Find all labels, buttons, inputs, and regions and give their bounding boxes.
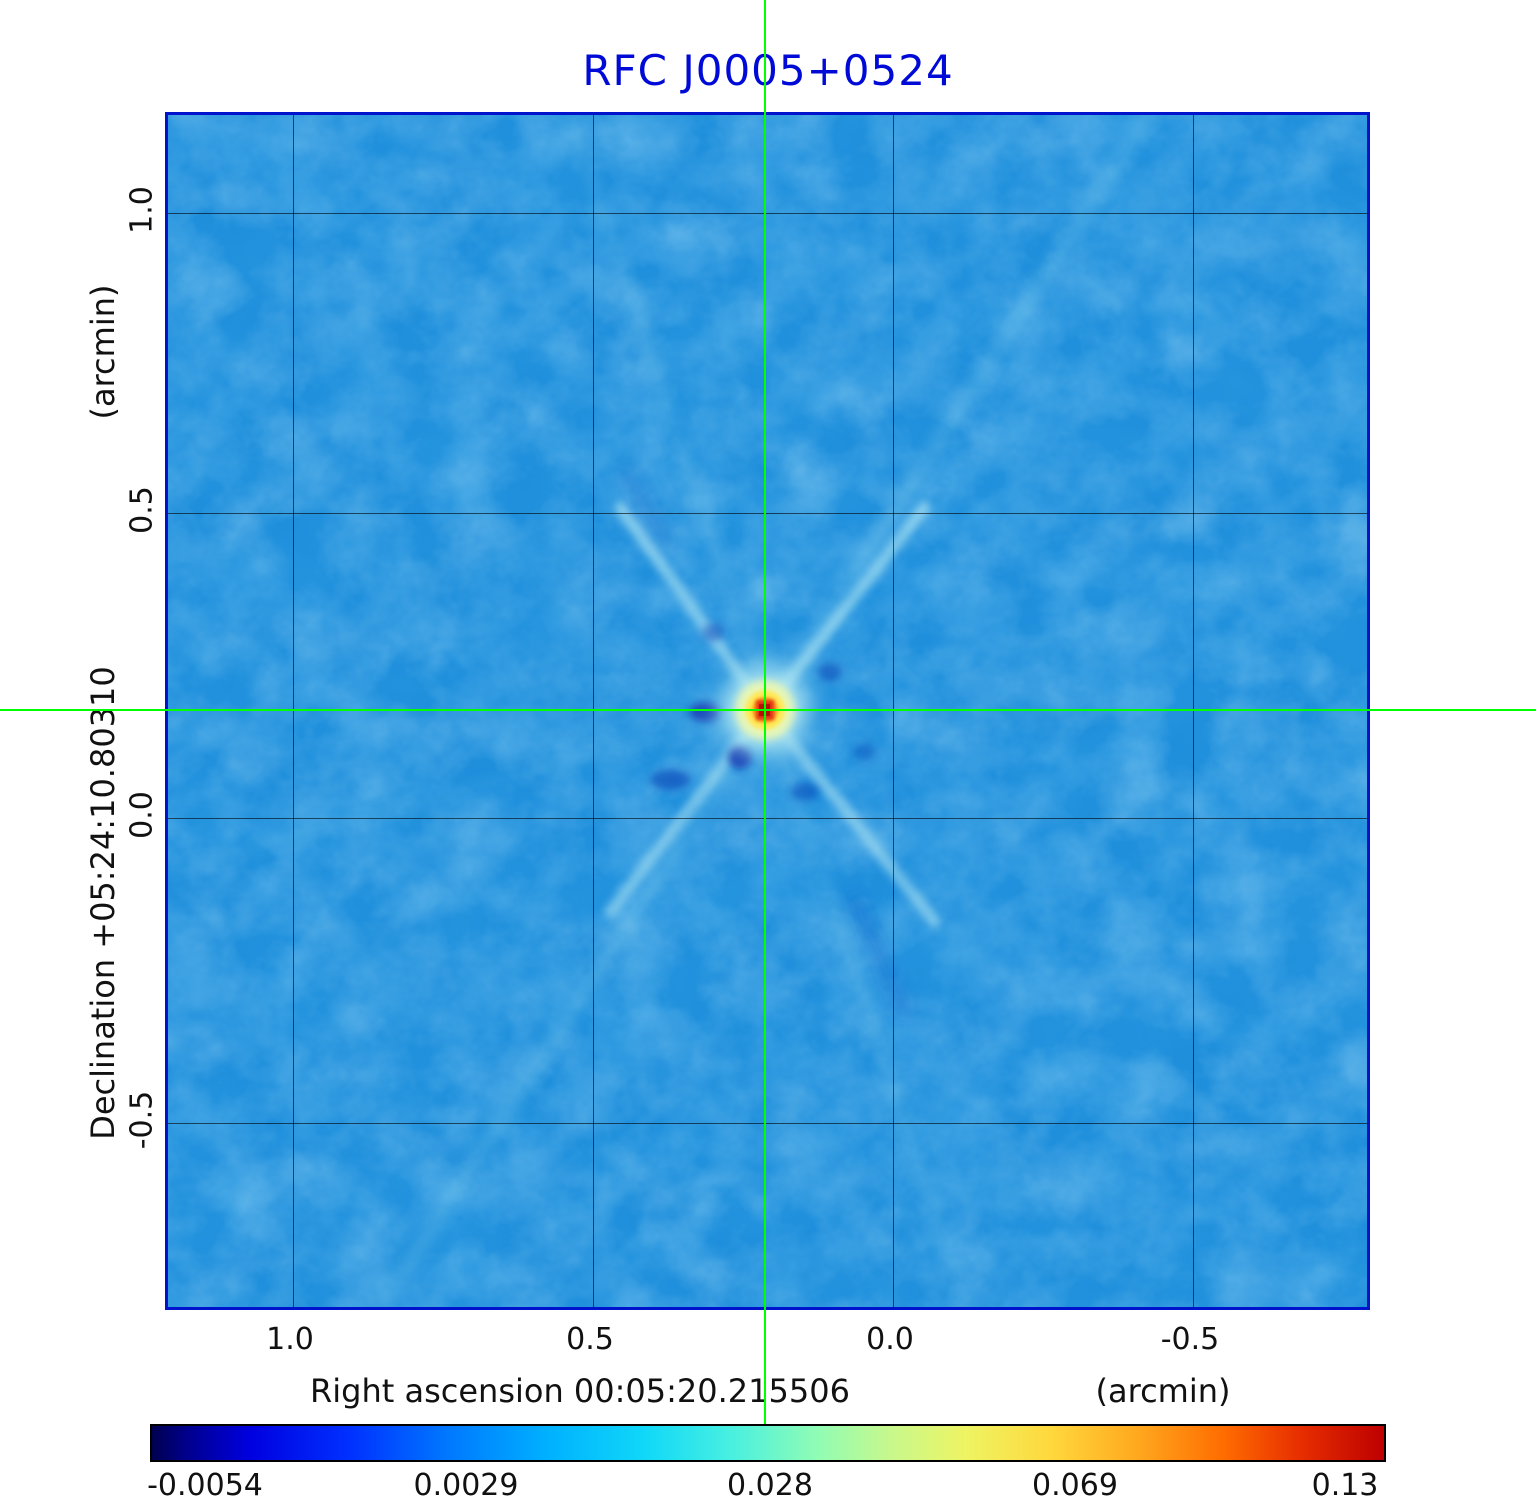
y-tick-label: 1.0 (124, 186, 160, 234)
colorbar-tick-label: 0.028 (727, 1468, 813, 1503)
grid-line (593, 115, 594, 1307)
colorbar-tick-label: -0.0054 (147, 1468, 263, 1503)
colorbar-tick-label: 0.069 (1032, 1468, 1118, 1503)
sky-image-art (168, 115, 1367, 1307)
y-axis-label: Declination +05:24:10.80310 (84, 666, 122, 1140)
grid-line (168, 513, 1367, 514)
page-title: RFC J0005+0524 (582, 46, 954, 95)
y-axis-unit-label: (arcmin) (84, 284, 122, 420)
colorbar (150, 1424, 1386, 1462)
x-tick-label: 1.0 (266, 1322, 314, 1357)
grid-line (168, 818, 1367, 819)
grid-line (168, 213, 1367, 214)
crosshair-horizontal-line (0, 709, 1536, 711)
crosshair-vertical-line (764, 0, 766, 1424)
colorbar-tick-label: 0.0029 (413, 1468, 519, 1503)
grid-line (293, 115, 294, 1307)
x-tick-label: 0.0 (866, 1322, 914, 1357)
y-tick-label: -0.5 (124, 1090, 160, 1150)
negative-sidelobe-streaks (621, 468, 909, 1015)
sidelobe-streaks (168, 115, 1367, 1307)
x-tick-label: 0.5 (566, 1322, 614, 1357)
x-tick-label: -0.5 (1160, 1322, 1220, 1357)
y-tick-label: 0.5 (124, 486, 160, 534)
x-axis-unit-label: (arcmin) (1095, 1372, 1231, 1410)
sky-image (165, 112, 1370, 1310)
x-axis-label: Right ascension 00:05:20.215506 (310, 1372, 850, 1410)
y-tick-label: 0.0 (124, 791, 160, 839)
grid-line (168, 1123, 1367, 1124)
negative-sidelobes (650, 623, 876, 801)
grid-line (1193, 115, 1194, 1307)
grid-line (893, 115, 894, 1307)
colorbar-tick-label: 0.13 (1311, 1468, 1379, 1503)
